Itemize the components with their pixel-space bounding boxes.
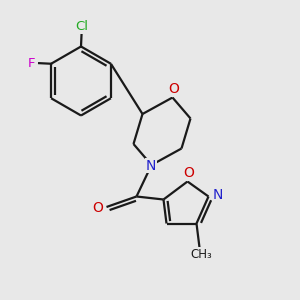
Text: Cl: Cl [75,20,88,34]
Text: F: F [28,57,35,70]
Text: CH₃: CH₃ [190,248,212,261]
Text: O: O [184,166,194,180]
Text: N: N [146,159,156,172]
Text: O: O [92,202,103,215]
Text: O: O [169,82,179,96]
Text: N: N [212,188,223,202]
